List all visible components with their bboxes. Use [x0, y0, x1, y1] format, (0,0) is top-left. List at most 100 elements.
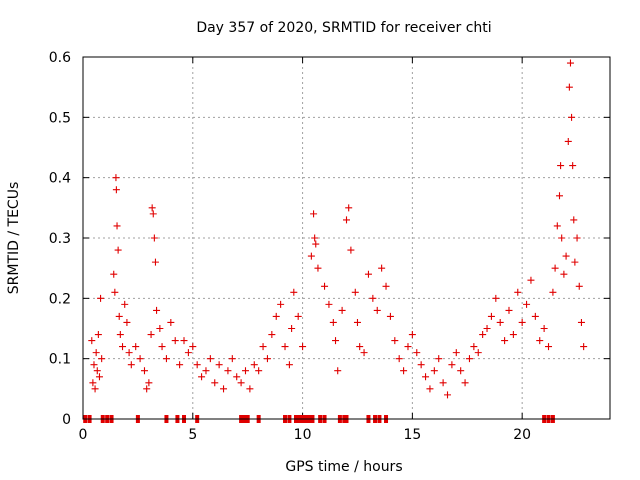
- data-point: [184, 349, 192, 357]
- data-point: [189, 343, 197, 351]
- y-tick-label: 0.5: [49, 110, 71, 126]
- data-point: [125, 349, 133, 357]
- x-tick-label: 15: [403, 427, 421, 443]
- data-point: [299, 343, 307, 351]
- data-point: [332, 337, 340, 345]
- data-point: [325, 300, 333, 308]
- y-tick-label: 0.3: [49, 231, 71, 247]
- data-point: [514, 288, 522, 296]
- data-point: [470, 343, 478, 351]
- data-point: [246, 385, 254, 393]
- data-point: [148, 204, 156, 212]
- data-point: [353, 318, 361, 326]
- data-point: [452, 349, 460, 357]
- data-point: [343, 216, 350, 224]
- data-point: [162, 355, 170, 363]
- data-point: [356, 343, 364, 351]
- data-point: [312, 240, 320, 248]
- y-tick-label: 0: [62, 412, 71, 428]
- data-point: [483, 325, 491, 332]
- data-point: [474, 349, 482, 357]
- data-point: [347, 246, 355, 254]
- data-point: [417, 361, 425, 369]
- data-point: [575, 282, 583, 290]
- data-point: [334, 367, 342, 375]
- x-tick-label: 5: [188, 427, 197, 443]
- data-point: [132, 343, 140, 351]
- data-point: [224, 367, 232, 375]
- data-point: [557, 162, 565, 170]
- data-point: [560, 270, 568, 278]
- data-point: [171, 337, 179, 345]
- data-point: [400, 367, 408, 375]
- data-point: [228, 355, 236, 363]
- data-point: [566, 59, 574, 67]
- data-point: [573, 234, 581, 242]
- data-point: [558, 234, 566, 242]
- data-point: [241, 367, 249, 375]
- data-point: [465, 355, 473, 363]
- x-axis-label: GPS time / hours: [285, 459, 402, 475]
- data-point: [290, 288, 298, 296]
- plot-frame: [82, 56, 611, 420]
- data-point: [202, 367, 210, 375]
- data-point: [215, 361, 223, 369]
- data-point: [95, 373, 103, 381]
- chart-title: Day 357 of 2020, SRMTID for receiver cht…: [196, 20, 491, 36]
- data-point: [113, 222, 121, 230]
- data-point: [551, 264, 559, 272]
- data-point: [198, 373, 206, 381]
- data-point: [268, 331, 276, 339]
- data-point: [505, 306, 513, 314]
- data-point: [281, 343, 289, 351]
- data-point: [426, 385, 434, 393]
- data-point: [580, 343, 588, 351]
- data-point: [338, 306, 346, 314]
- data-point: [206, 355, 214, 363]
- data-point: [360, 349, 368, 357]
- data-point: [430, 367, 438, 375]
- data-point: [112, 186, 120, 194]
- data-point: [88, 337, 96, 345]
- data-point: [569, 162, 577, 170]
- data-point: [501, 337, 509, 345]
- data-point: [444, 391, 452, 399]
- data-point: [435, 355, 443, 363]
- data-point: [577, 318, 585, 326]
- data-point: [136, 355, 144, 363]
- data-point: [272, 312, 280, 320]
- data-point: [150, 234, 158, 242]
- data-point: [536, 337, 544, 345]
- y-tick-label: 0.2: [49, 291, 71, 307]
- data-point: [487, 312, 495, 320]
- data-point: [93, 367, 101, 375]
- y-axis-label: SRMTID / TECUs: [6, 182, 22, 295]
- data-point: [457, 367, 465, 375]
- data-point: [156, 325, 164, 332]
- data-point: [509, 331, 517, 339]
- y-tick-label: 0.6: [49, 50, 71, 66]
- data-point: [439, 379, 447, 387]
- data-point: [311, 234, 319, 242]
- data-point: [408, 331, 416, 339]
- data-point: [98, 355, 106, 363]
- data-point: [492, 294, 500, 302]
- data-point: [94, 331, 102, 339]
- data-point: [518, 318, 526, 326]
- data-point: [448, 361, 456, 369]
- data-point: [496, 318, 504, 326]
- data-point: [116, 331, 124, 339]
- data-point: [364, 270, 372, 278]
- data-point: [310, 210, 318, 218]
- data-point: [523, 300, 531, 308]
- data-point: [386, 312, 394, 320]
- data-point: [255, 367, 263, 375]
- data-point: [211, 379, 219, 387]
- data-point: [149, 210, 157, 218]
- axis-ticks: 0 5 10 15 20 0 0.1 0.2 0.3 0.4 0.5 0.6: [49, 50, 610, 443]
- x-tick-label: 10: [294, 427, 312, 443]
- data-point: [145, 379, 153, 387]
- data-point: [180, 337, 188, 345]
- data-point: [123, 318, 131, 326]
